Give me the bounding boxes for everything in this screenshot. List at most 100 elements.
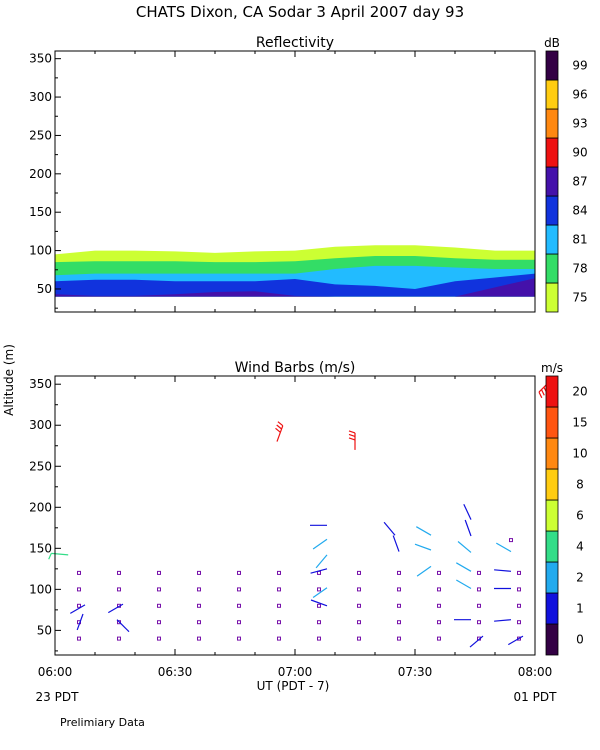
wind-barb-13 bbox=[383, 521, 396, 536]
calm-marker bbox=[117, 636, 121, 641]
calm-marker bbox=[397, 570, 401, 575]
calm-marker bbox=[517, 570, 521, 575]
barb-staff bbox=[416, 565, 432, 577]
reflectivity-band-3 bbox=[55, 273, 535, 297]
calm-marker bbox=[397, 620, 401, 625]
wind-barb-16 bbox=[414, 543, 432, 551]
calm-marker bbox=[317, 587, 321, 592]
wind-barb-22 bbox=[455, 579, 472, 590]
calm-marker bbox=[397, 636, 401, 641]
x-tick-label: 07:30 bbox=[398, 665, 433, 679]
calm-marker bbox=[477, 603, 481, 608]
barb-staff bbox=[455, 562, 472, 572]
wind-colorbar-tick: 2 bbox=[576, 571, 584, 585]
reflectivity-colorbar-segment bbox=[545, 224, 559, 255]
barb-staff bbox=[116, 619, 130, 633]
wind-barb-12 bbox=[348, 430, 356, 450]
y-tick-label: 150 bbox=[29, 541, 52, 555]
x-tick-label: 06:30 bbox=[158, 665, 193, 679]
barb-staff bbox=[312, 587, 328, 598]
barb-flag bbox=[275, 427, 281, 433]
calm-marker bbox=[157, 620, 161, 625]
wind-colorbar-tick: 4 bbox=[576, 540, 584, 554]
calm-marker bbox=[317, 620, 321, 625]
barb-staff bbox=[310, 599, 328, 607]
calm-marker bbox=[397, 603, 401, 608]
y-tick-label: 200 bbox=[29, 500, 52, 514]
wind-barb-25 bbox=[495, 542, 512, 553]
calm-marker bbox=[357, 587, 361, 592]
calm-marker bbox=[277, 587, 281, 592]
wind-colorbar-segment bbox=[545, 437, 559, 470]
wind-colorbar-segment bbox=[545, 406, 559, 439]
calm-marker bbox=[237, 636, 241, 641]
calm-marker bbox=[197, 636, 201, 641]
wind-colorbar-segment bbox=[545, 499, 559, 532]
calm-marker bbox=[117, 620, 121, 625]
reflectivity-colorbar-segment bbox=[545, 253, 559, 284]
reflectivity-colorbar-segment bbox=[545, 108, 559, 139]
calm-marker bbox=[157, 603, 161, 608]
wind-plot-frame bbox=[54, 375, 536, 656]
reflectivity-colorbar-segment bbox=[545, 282, 559, 313]
y-axis-label: Altitude (m) bbox=[2, 344, 16, 416]
calm-marker bbox=[277, 603, 281, 608]
wind-colorbar-segment bbox=[545, 530, 559, 563]
wind-colorbar-tick: 10 bbox=[572, 447, 587, 461]
calm-marker bbox=[477, 620, 481, 625]
barb-staff bbox=[415, 526, 432, 536]
wind-barb-2 bbox=[69, 604, 86, 614]
reflectivity-colorbar-tick: 78 bbox=[572, 262, 587, 276]
calm-marker bbox=[197, 587, 201, 592]
calm-marker bbox=[357, 603, 361, 608]
reflectivity-title: Reflectivity bbox=[256, 35, 334, 51]
reflectivity-colorbar-tick: 84 bbox=[572, 204, 587, 218]
wind-barb-calm bbox=[509, 538, 513, 543]
wind-barb-19 bbox=[464, 519, 472, 537]
barb-flag bbox=[276, 424, 282, 430]
calm-marker bbox=[237, 570, 241, 575]
reflectivity-colorbar-tick: 93 bbox=[572, 117, 587, 131]
x-tick-label: 07:00 bbox=[278, 665, 313, 679]
calm-marker bbox=[357, 620, 361, 625]
wind-barb-7 bbox=[312, 538, 328, 550]
calm-marker bbox=[317, 636, 321, 641]
barb-staff bbox=[507, 635, 524, 646]
calm-marker bbox=[437, 636, 441, 641]
barb-staff bbox=[76, 613, 84, 631]
calm-marker bbox=[437, 603, 441, 608]
y-tick-label: 250 bbox=[29, 128, 52, 142]
reflectivity-colorbar-tick: 75 bbox=[572, 291, 587, 305]
reflectivity-band-4 bbox=[55, 278, 535, 297]
wind-barb-8 bbox=[315, 554, 328, 569]
barb-flag bbox=[540, 389, 545, 396]
calm-marker bbox=[517, 587, 521, 592]
reflectivity-colorbar-tick: 81 bbox=[572, 233, 587, 247]
calm-marker bbox=[197, 570, 201, 575]
y-tick-label: 50 bbox=[37, 623, 52, 637]
calm-marker bbox=[317, 603, 321, 608]
calm-marker bbox=[117, 587, 121, 592]
y-tick-label: 200 bbox=[29, 167, 52, 181]
barb-staff bbox=[310, 568, 328, 574]
wind-barb-1 bbox=[76, 613, 84, 631]
x-left-note: 23 PDT bbox=[36, 690, 80, 704]
footnote: Prelimiary Data bbox=[60, 716, 145, 729]
wind-barb-14 bbox=[392, 535, 400, 552]
wind-colorbar-segment bbox=[545, 623, 559, 656]
wind-barbs-title: Wind Barbs (m/s) bbox=[235, 360, 356, 376]
calm-marker bbox=[277, 620, 281, 625]
reflectivity-colorbar-tick: 96 bbox=[572, 88, 587, 102]
reflectivity-colorbar-segment bbox=[545, 166, 559, 197]
calm-marker bbox=[157, 636, 161, 641]
barb-flag bbox=[277, 421, 284, 427]
x-tick-label: 08:00 bbox=[518, 665, 553, 679]
calm-marker bbox=[277, 570, 281, 575]
barb-staff bbox=[107, 603, 124, 614]
calm-marker bbox=[277, 636, 281, 641]
wind-colorbar-tick: 20 bbox=[572, 385, 587, 399]
barb-staff bbox=[494, 619, 512, 622]
wind-barb-3 bbox=[116, 619, 130, 633]
wind-colorbar-segment bbox=[545, 561, 559, 594]
